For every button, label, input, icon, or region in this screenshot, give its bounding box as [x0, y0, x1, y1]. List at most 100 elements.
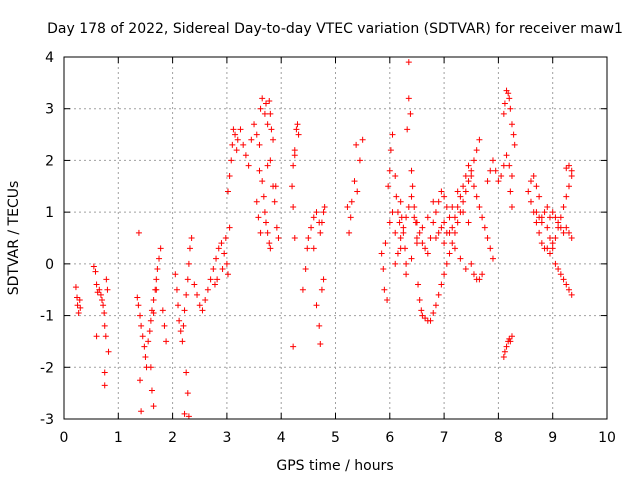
data-point: [138, 408, 145, 415]
data-point: [321, 203, 328, 210]
x-tick-label: 1: [114, 430, 123, 446]
data-point: [530, 172, 537, 179]
data-point: [179, 338, 186, 345]
data-point: [487, 245, 494, 252]
data-point: [255, 214, 262, 221]
data-point: [150, 297, 157, 304]
data-point: [555, 219, 562, 226]
data-point: [262, 219, 269, 226]
data-point: [441, 271, 448, 278]
data-point: [443, 260, 450, 267]
data-point: [147, 364, 154, 371]
data-point: [492, 167, 499, 174]
y-tick-label: -2: [40, 360, 54, 376]
data-point: [163, 338, 170, 345]
data-point: [552, 214, 559, 221]
data-point: [392, 229, 399, 236]
data-point: [409, 183, 416, 190]
data-point: [403, 214, 410, 221]
data-point: [253, 131, 260, 138]
data-point: [229, 141, 236, 148]
data-point: [320, 276, 327, 283]
data-point: [224, 188, 231, 195]
data-point: [563, 281, 570, 288]
data-point: [405, 59, 412, 66]
data-point: [184, 276, 191, 283]
data-point: [405, 95, 412, 102]
data-point: [403, 271, 410, 278]
data-point: [465, 219, 472, 226]
y-tick-label: 3: [45, 102, 54, 118]
data-point: [154, 266, 161, 273]
data-point: [393, 193, 400, 200]
x-tick-label: 9: [548, 430, 557, 446]
data-point: [511, 141, 518, 148]
data-point: [266, 240, 273, 247]
data-point: [430, 198, 437, 205]
data-point: [470, 157, 477, 164]
data-point: [150, 309, 157, 316]
data-point: [77, 304, 84, 311]
data-point: [446, 250, 453, 257]
scatter-points: [72, 59, 575, 420]
data-point: [424, 214, 431, 221]
data-point: [264, 162, 271, 169]
data-point: [419, 240, 426, 247]
data-point: [568, 235, 575, 241]
data-point: [222, 235, 229, 241]
data-point: [176, 317, 183, 324]
data-point: [422, 245, 429, 252]
data-point: [462, 266, 469, 273]
data-point: [510, 131, 517, 138]
data-point: [400, 229, 407, 236]
data-point: [557, 214, 564, 221]
data-point: [565, 229, 572, 236]
data-point: [500, 353, 507, 360]
data-point: [506, 95, 513, 102]
data-point: [473, 193, 480, 200]
data-point: [541, 209, 548, 216]
data-point: [318, 286, 325, 293]
data-point: [184, 390, 191, 397]
data-point: [465, 162, 472, 169]
data-point: [430, 309, 437, 316]
data-point: [291, 147, 298, 154]
data-point: [427, 317, 434, 324]
y-tick-label: 4: [45, 50, 54, 66]
data-point: [378, 250, 385, 257]
data-point: [194, 291, 201, 298]
data-point: [460, 183, 467, 190]
data-point: [348, 198, 355, 205]
data-point: [159, 307, 166, 314]
data-point: [422, 315, 429, 322]
data-point: [266, 97, 273, 104]
data-point: [381, 286, 388, 293]
data-point: [419, 224, 426, 231]
data-point: [479, 271, 486, 278]
data-point: [544, 245, 551, 252]
data-point: [454, 219, 461, 226]
data-point: [568, 172, 575, 179]
data-point: [93, 281, 100, 288]
data-point: [233, 147, 240, 154]
data-point: [257, 229, 264, 236]
data-point: [430, 219, 437, 226]
data-point: [260, 193, 267, 200]
data-point: [432, 235, 439, 241]
data-point: [404, 126, 411, 133]
data-point: [536, 193, 543, 200]
data-point: [75, 309, 82, 316]
data-point: [183, 291, 190, 298]
data-point: [219, 266, 226, 273]
data-point: [248, 136, 255, 143]
data-point: [432, 302, 439, 309]
data-point: [256, 167, 263, 174]
data-point: [234, 136, 241, 143]
data-point: [500, 110, 507, 117]
data-point: [135, 302, 142, 309]
data-point: [290, 162, 297, 169]
data-point: [354, 188, 361, 195]
data-point: [102, 333, 109, 340]
data-point: [408, 193, 415, 200]
data-point: [427, 235, 434, 241]
